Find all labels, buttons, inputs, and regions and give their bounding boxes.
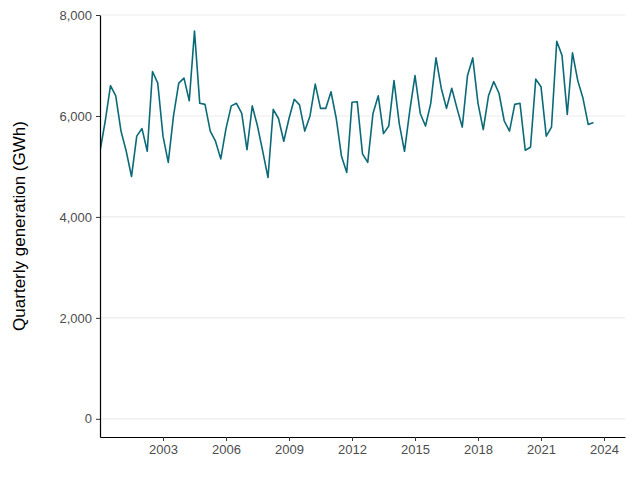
x-tick-mark [163, 437, 164, 441]
x-tick: 2009 [275, 437, 304, 457]
x-tick-mark [541, 437, 542, 441]
x-tick-label: 2021 [527, 442, 556, 457]
y-tick-mark [96, 318, 100, 319]
y-tick-label: 4,000 [59, 210, 92, 225]
grid-line [100, 115, 625, 116]
x-tick-label: 2015 [401, 442, 430, 457]
y-tick-mark [96, 419, 100, 420]
x-tick-mark [289, 437, 290, 441]
x-tick-mark [478, 437, 479, 441]
x-tick-label: 2018 [464, 442, 493, 457]
chart: 0 2,000 4,000 6,000 8,000 2003 2006 2009 2012 201… [0, 0, 638, 479]
y-tick-label: 2,000 [59, 311, 92, 326]
grid [100, 15, 625, 419]
series-line [100, 31, 594, 177]
y-axis-line [100, 16, 101, 438]
x-tick: 2006 [212, 437, 241, 457]
y-tick-mark [96, 116, 100, 117]
y-tick-label: 6,000 [59, 109, 92, 124]
y-tick: 4,000 [59, 210, 100, 225]
y-tick: 8,000 [59, 8, 100, 23]
x-axis-line [101, 437, 626, 438]
y-tick: 2,000 [59, 311, 100, 326]
y-tick: 0 [85, 411, 100, 426]
x-tick-mark [352, 437, 353, 441]
x-tick-mark [415, 437, 416, 441]
x-tick: 2003 [149, 437, 178, 457]
y-axis-title: Quarterly generation (GWh) [10, 121, 29, 331]
x-tick-mark [604, 437, 605, 441]
grid-line [100, 14, 625, 15]
y-tick-label: 8,000 [59, 8, 92, 23]
x-tick-label: 2003 [149, 442, 178, 457]
x-tick-label: 2009 [275, 442, 304, 457]
y-tick: 6,000 [59, 109, 100, 124]
y-tick-mark [96, 217, 100, 218]
grid-line [100, 317, 625, 318]
x-tick: 2012 [338, 437, 367, 457]
x-axis: 2003 2006 2009 2012 2015 2018 2021 2024 [101, 437, 626, 457]
x-tick: 2024 [590, 437, 619, 457]
y-tick-mark [96, 15, 100, 16]
x-tick: 2018 [464, 437, 493, 457]
x-tick: 2015 [401, 437, 430, 457]
y-axis: 0 2,000 4,000 6,000 8,000 [59, 8, 100, 438]
x-tick-label: 2006 [212, 442, 241, 457]
grid-line [100, 418, 625, 419]
y-tick-label: 0 [85, 411, 92, 426]
plot-area [100, 31, 594, 177]
grid-line [100, 216, 625, 217]
x-tick-mark [226, 437, 227, 441]
x-tick: 2021 [527, 437, 556, 457]
x-tick-label: 2024 [590, 442, 619, 457]
x-tick-label: 2012 [338, 442, 367, 457]
